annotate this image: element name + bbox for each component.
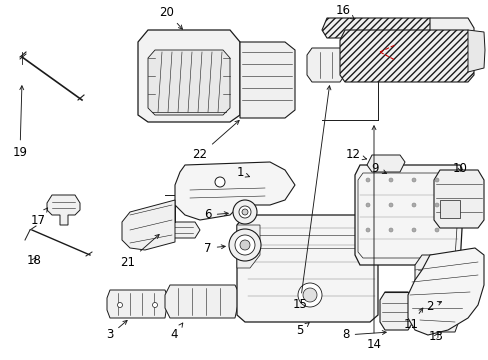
Text: 22: 22 <box>192 121 239 162</box>
Text: 3: 3 <box>106 320 127 342</box>
Text: 15: 15 <box>292 86 330 311</box>
Circle shape <box>228 229 261 261</box>
Circle shape <box>240 240 249 250</box>
Polygon shape <box>306 48 345 82</box>
Polygon shape <box>424 310 459 332</box>
Polygon shape <box>354 165 464 265</box>
Text: 10: 10 <box>451 162 467 175</box>
Circle shape <box>411 203 415 207</box>
Polygon shape <box>429 18 473 45</box>
Polygon shape <box>122 200 175 250</box>
Polygon shape <box>407 248 483 335</box>
Text: 6: 6 <box>204 208 228 221</box>
Polygon shape <box>138 30 240 122</box>
Circle shape <box>365 203 369 207</box>
Polygon shape <box>321 18 434 38</box>
Polygon shape <box>414 255 449 308</box>
Polygon shape <box>433 170 483 228</box>
Circle shape <box>242 209 247 215</box>
Text: 7: 7 <box>204 242 225 255</box>
Text: 14: 14 <box>366 126 381 351</box>
Circle shape <box>411 178 415 182</box>
Circle shape <box>303 288 316 302</box>
Text: 21: 21 <box>120 234 159 269</box>
Circle shape <box>239 206 250 218</box>
Circle shape <box>388 228 392 232</box>
Text: 18: 18 <box>26 253 41 266</box>
Text: 12: 12 <box>345 148 366 162</box>
Text: 11: 11 <box>403 308 422 332</box>
Text: 9: 9 <box>370 162 386 175</box>
Text: 1: 1 <box>236 166 249 180</box>
Text: 20: 20 <box>159 5 182 29</box>
Circle shape <box>434 228 438 232</box>
Text: 8: 8 <box>342 328 386 342</box>
Circle shape <box>232 200 257 224</box>
Polygon shape <box>240 42 294 118</box>
Text: 16: 16 <box>335 4 353 19</box>
Polygon shape <box>164 285 240 318</box>
Circle shape <box>117 302 122 307</box>
Text: 5: 5 <box>296 323 308 337</box>
Text: 17: 17 <box>30 208 47 226</box>
Polygon shape <box>439 200 459 218</box>
Text: 4: 4 <box>170 323 183 342</box>
Polygon shape <box>175 162 294 220</box>
Circle shape <box>365 178 369 182</box>
Polygon shape <box>155 222 200 238</box>
Polygon shape <box>47 195 80 225</box>
Polygon shape <box>148 50 229 115</box>
Circle shape <box>434 178 438 182</box>
Polygon shape <box>379 292 412 330</box>
Text: 19: 19 <box>13 86 27 158</box>
Text: 13: 13 <box>427 330 443 343</box>
Polygon shape <box>339 30 473 82</box>
Polygon shape <box>237 215 377 322</box>
Circle shape <box>215 177 224 187</box>
Polygon shape <box>107 290 168 318</box>
Polygon shape <box>467 30 484 72</box>
Circle shape <box>388 178 392 182</box>
Polygon shape <box>237 225 260 268</box>
Circle shape <box>297 283 321 307</box>
Circle shape <box>411 228 415 232</box>
Circle shape <box>235 235 254 255</box>
Circle shape <box>152 302 157 307</box>
Polygon shape <box>366 155 404 172</box>
Circle shape <box>434 203 438 207</box>
Circle shape <box>388 203 392 207</box>
Text: 2: 2 <box>426 301 441 314</box>
Circle shape <box>365 228 369 232</box>
